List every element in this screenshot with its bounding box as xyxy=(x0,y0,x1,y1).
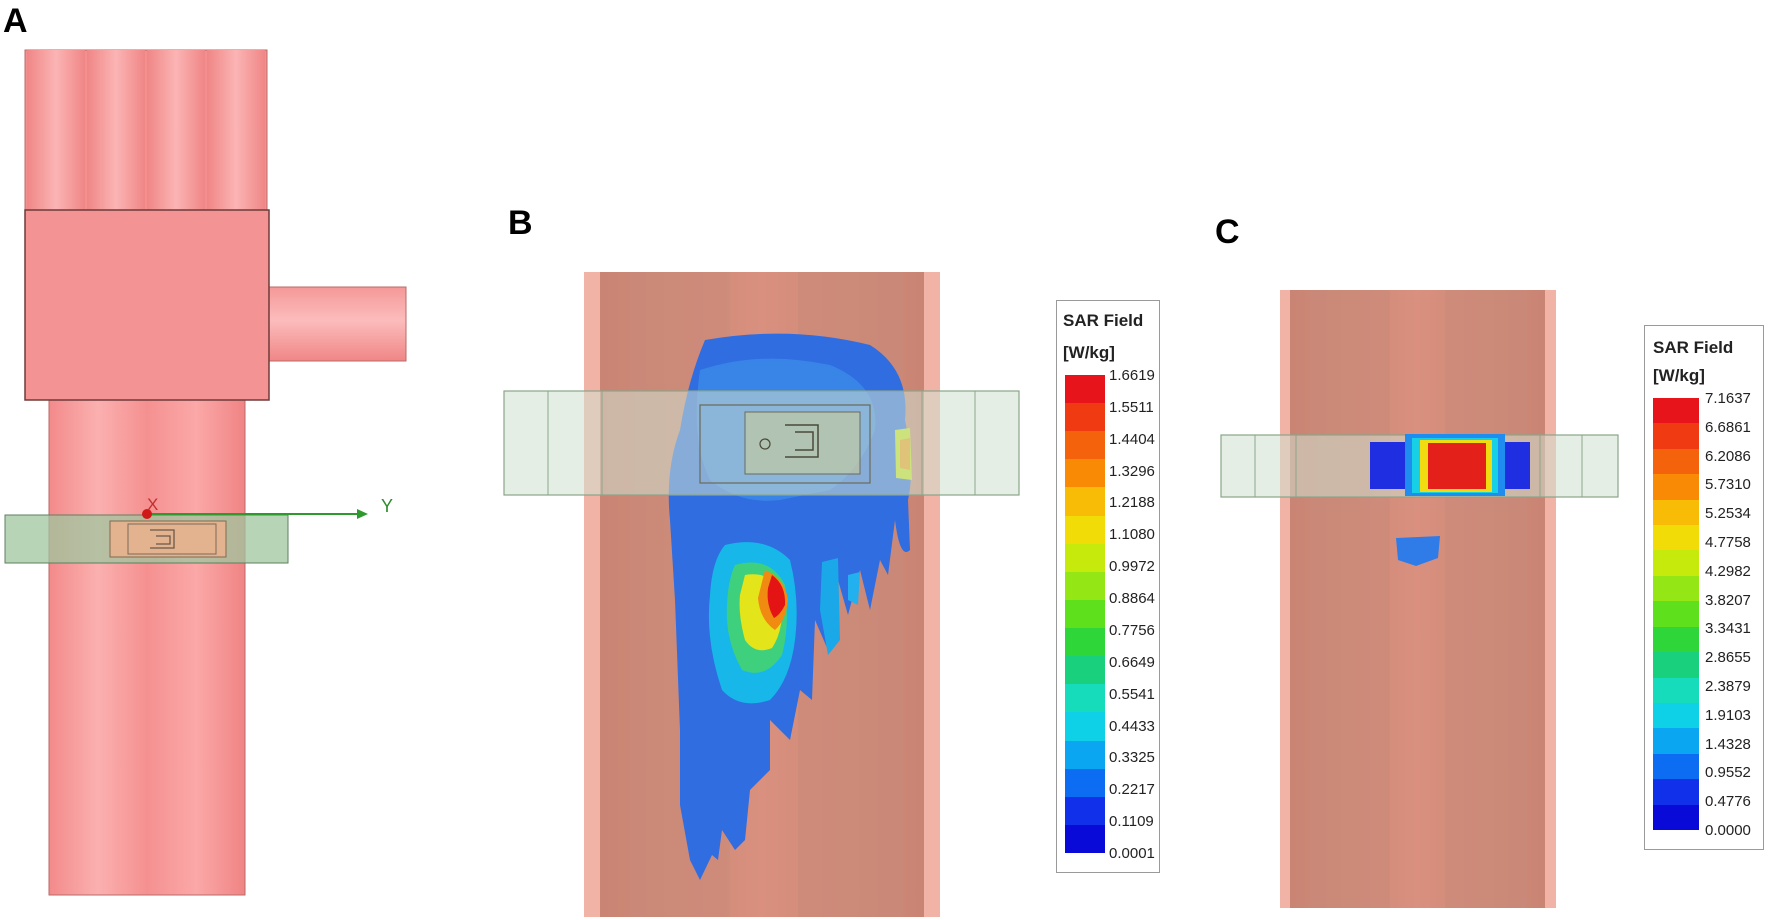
colorbar-swatch xyxy=(1065,712,1105,742)
colorbar-swatch xyxy=(1653,753,1699,780)
colorbar-swatch xyxy=(1653,474,1699,501)
legend-tick-label: 3.8207 xyxy=(1705,591,1751,609)
colorbar-swatch xyxy=(1653,398,1699,424)
legend-tick-label: 1.5511 xyxy=(1109,398,1154,416)
colorbar-swatch xyxy=(1653,448,1699,475)
colorbar-swatch xyxy=(1065,628,1105,657)
legend-tick-label: 0.6649 xyxy=(1109,653,1155,671)
legend-tick-label: 0.9552 xyxy=(1705,764,1751,782)
legend-tick-label: 0.2217 xyxy=(1109,781,1155,799)
colorbar-swatch xyxy=(1653,525,1699,551)
legend-tick-label: 0.4776 xyxy=(1705,793,1751,811)
legend-tick-label: 1.3296 xyxy=(1109,462,1155,480)
panel-label-a: A xyxy=(3,2,28,40)
colorbar-swatch xyxy=(1653,550,1699,577)
legend-tick-label: 0.8864 xyxy=(1109,590,1155,608)
model-b xyxy=(503,272,1020,917)
colorbar-swatch xyxy=(1065,515,1105,545)
colorbar-swatch xyxy=(1653,499,1699,526)
legend-tick-label: 2.3879 xyxy=(1705,678,1751,695)
colorbar-swatch xyxy=(1065,487,1105,517)
sar-legend-c: SAR Field [W/kg] 7.1637 6.6861 6.2086 5.731… xyxy=(1644,325,1764,850)
colorbar-swatch xyxy=(1653,601,1699,628)
legend-colorbar xyxy=(1065,375,1105,854)
colorbar-swatch xyxy=(1065,796,1105,826)
legend-tick-label: 1.2188 xyxy=(1109,494,1155,512)
colorbar-swatch xyxy=(1653,702,1699,729)
panel-label-c: C xyxy=(1215,213,1240,251)
colorbar-swatch xyxy=(1653,728,1699,755)
colorbar-swatch xyxy=(1065,543,1105,573)
legend-tick-label: 4.2982 xyxy=(1705,562,1751,580)
legend-tick-label: 5.2534 xyxy=(1705,505,1751,523)
legend-unit: [W/kg] xyxy=(1653,366,1705,385)
legend-tick-label: 0.4433 xyxy=(1109,717,1155,735)
colorbar-swatch xyxy=(1065,768,1105,798)
colorbar-swatch xyxy=(1065,431,1105,460)
legend-unit: [W/kg] xyxy=(1063,343,1115,362)
legend-tick-label: 0.1109 xyxy=(1109,813,1154,831)
model-c xyxy=(1220,290,1619,908)
legend-tick-label: 1.1080 xyxy=(1109,526,1155,544)
legend-tick-label: 1.9103 xyxy=(1705,706,1751,724)
legend-title: SAR Field xyxy=(1653,338,1734,357)
colorbar-swatch xyxy=(1653,677,1699,704)
legend-tick-label: 0.3325 xyxy=(1109,749,1155,767)
colorbar-swatch xyxy=(1065,824,1105,854)
colorbar-swatch xyxy=(1653,575,1699,602)
legend-tick-label: 0.0000 xyxy=(1705,822,1751,839)
colorbar-swatch xyxy=(1065,599,1105,629)
legend-tick-label: 7.1637 xyxy=(1705,390,1751,407)
colorbar-swatch xyxy=(1065,684,1105,713)
legend-tick-label: 6.6861 xyxy=(1705,418,1751,436)
colorbar-swatch xyxy=(1653,804,1699,831)
model-a xyxy=(4,49,407,896)
legend-tick-label: 0.5541 xyxy=(1109,685,1155,703)
legend-tick-label: 5.7310 xyxy=(1705,476,1751,494)
colorbar-swatch xyxy=(1065,571,1105,601)
legend-colorbar xyxy=(1653,398,1699,831)
legend-tick-label: 1.4328 xyxy=(1705,735,1751,753)
sar-map-c xyxy=(1370,434,1530,566)
panel-label-b: B xyxy=(508,204,533,242)
legend-tick-label: 0.9972 xyxy=(1109,558,1155,576)
colorbar-swatch xyxy=(1653,779,1699,806)
legend-tick-label: 0.7756 xyxy=(1109,621,1155,639)
colorbar-swatch xyxy=(1653,652,1699,679)
colorbar-swatch xyxy=(1065,656,1105,685)
x-axis-label: X xyxy=(147,495,159,514)
colorbar-swatch xyxy=(1653,423,1699,450)
legend-tick-label: 3.3431 xyxy=(1705,620,1751,638)
legend-title: SAR Field xyxy=(1063,311,1144,330)
colorbar-swatch xyxy=(1065,740,1105,770)
colorbar-swatch xyxy=(1065,459,1105,488)
origin-marker xyxy=(142,509,152,519)
legend-tick-label: 6.2086 xyxy=(1705,447,1751,465)
legend-tick-label: 1.6619 xyxy=(1109,367,1155,384)
legend-tick-label: 4.7758 xyxy=(1705,534,1751,551)
colorbar-swatch xyxy=(1653,626,1699,653)
sar-legend-b: SAR Field [W/kg] 1.6619 1.5511 1.4404 1.329… xyxy=(1056,300,1160,873)
y-axis-label: Y xyxy=(381,496,394,516)
legend-tick-label: 2.8655 xyxy=(1705,649,1751,667)
legend-tick-label: 0.0001 xyxy=(1109,845,1155,862)
colorbar-swatch xyxy=(1065,375,1105,404)
legend-tick-label: 1.4404 xyxy=(1109,430,1155,448)
colorbar-swatch xyxy=(1065,403,1105,432)
